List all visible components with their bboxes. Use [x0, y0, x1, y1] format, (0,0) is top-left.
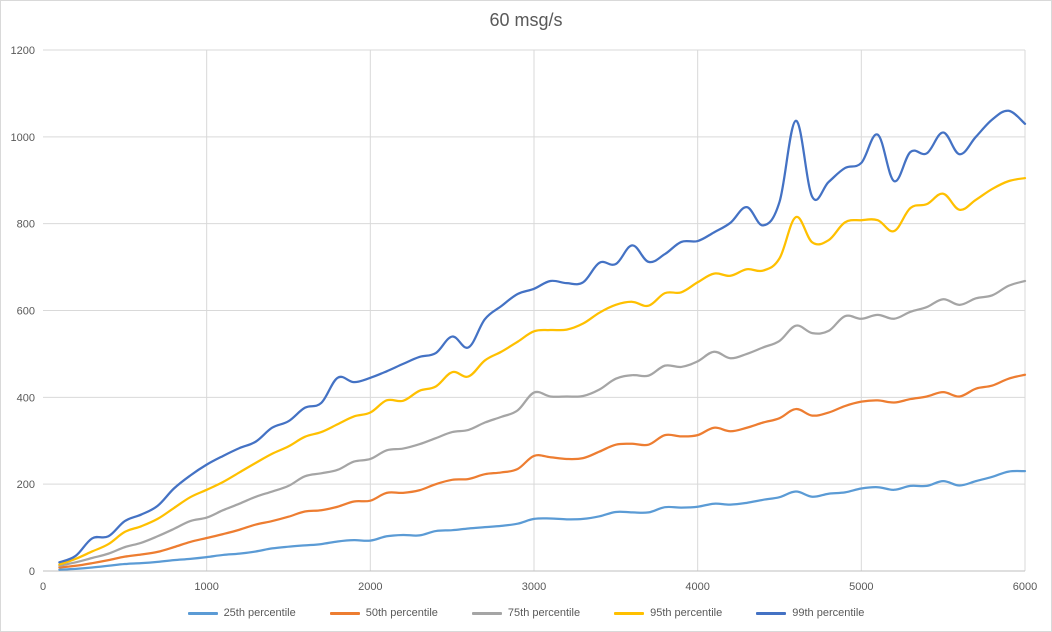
- series-line-25th-percentile: [58, 469, 1027, 571]
- x-tick-label: 2000: [358, 581, 382, 593]
- x-tick-label: 6000: [1013, 581, 1037, 593]
- legend-item: 75th percentile: [471, 604, 581, 622]
- y-tick-label: 1200: [11, 45, 35, 57]
- series-lines: [58, 109, 1027, 571]
- series-line-95th-percentile: [58, 176, 1027, 566]
- legend-label: 75th percentile: [507, 607, 581, 619]
- x-tick-label: 4000: [685, 581, 709, 593]
- series-line-75th-percentile: [58, 279, 1027, 567]
- x-tick-label: 1000: [194, 581, 218, 593]
- legend-item: 95th percentile: [614, 604, 722, 622]
- y-tick-label: 1000: [11, 132, 35, 144]
- legend-item: 25th percentile: [187, 604, 296, 622]
- y-tick-label: 0: [29, 566, 35, 578]
- x-tick-label: 3000: [522, 581, 546, 593]
- y-tick-label: 200: [17, 479, 35, 491]
- legend-swatch: [187, 611, 218, 615]
- legend-swatch: [756, 611, 787, 615]
- chart-title: 60 msg/s: [489, 10, 563, 30]
- legend-item: 99th percentile: [756, 604, 864, 622]
- gridlines: [43, 49, 1026, 571]
- x-tick-label: 0: [40, 581, 46, 593]
- legend-swatch: [614, 611, 645, 615]
- tick-labels: 0 200 400 600 800 1000 1200 0 1000 2000 3000 4000 50…: [11, 45, 1038, 593]
- y-tick-label: 400: [17, 392, 35, 404]
- legend-label: 25th percentile: [223, 607, 296, 619]
- series-line-99th-percentile: [58, 109, 1027, 564]
- y-tick-label: 600: [17, 306, 35, 318]
- legend-label: 95th percentile: [650, 607, 723, 619]
- series-line-50th-percentile: [58, 373, 1027, 569]
- x-tick-label: 5000: [849, 581, 873, 593]
- legend-label: 99th percentile: [792, 607, 865, 619]
- y-tick-label: 800: [17, 219, 35, 231]
- legend: 25th percentile 50th percentile 75th perce…: [0, 604, 1052, 622]
- legend-swatch: [329, 611, 360, 615]
- legend-item: 50th percentile: [329, 604, 438, 622]
- legend-swatch: [471, 611, 502, 615]
- legend-label: 50th percentile: [365, 607, 438, 619]
